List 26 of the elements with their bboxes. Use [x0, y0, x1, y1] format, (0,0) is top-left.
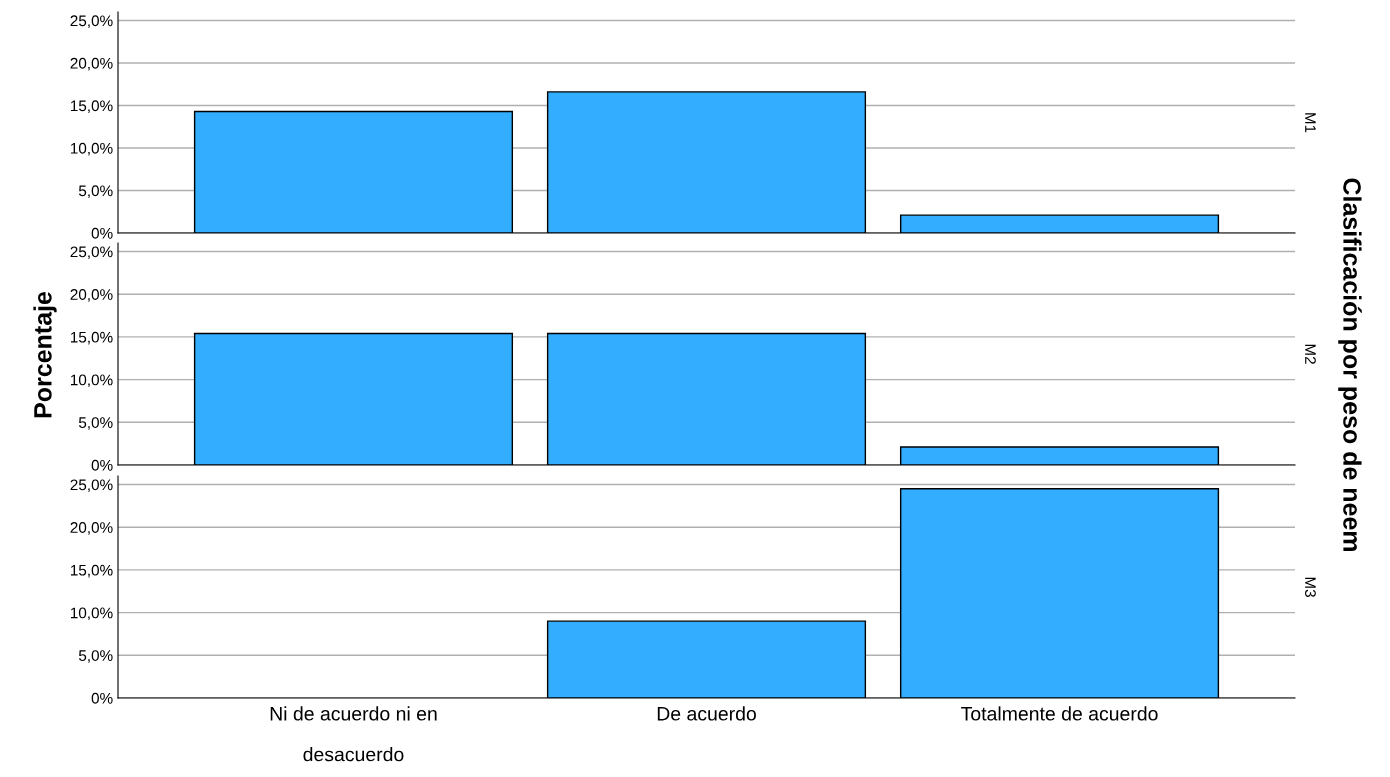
x-tick-label: De acuerdo [657, 706, 756, 721]
y-tick-label: 5,0% [78, 417, 113, 430]
y-tick-label: 10,0% [70, 607, 113, 621]
y-axis-title: Porcentaje [33, 291, 57, 418]
y-tick-label: 15,0% [70, 564, 113, 578]
y-tick-label: 25,0% [70, 246, 113, 260]
y-tick-label: 5,0% [78, 185, 113, 198]
y-tick-label: 20,0% [70, 57, 113, 71]
y-tick-label: 20,0% [70, 522, 113, 535]
y-tick-label: 10,0% [70, 142, 113, 156]
y-tick-label: 0% [91, 227, 113, 239]
y-tick-label: 20,0% [70, 289, 113, 302]
text: M1 [1305, 113, 1316, 133]
y-tick-label: 15,0% [70, 100, 113, 113]
y-tick-label: 15,0% [70, 331, 113, 345]
x-tick-label: Totalmente de acuerdo [961, 706, 1158, 721]
text: M3 [1305, 577, 1316, 597]
y2-axis-title: Clasificación por peso de neem [1338, 178, 1362, 552]
y-tick-label: 25,0% [70, 479, 113, 493]
y-tick-label: 25,0% [70, 15, 113, 28]
y-tick-label: 10,0% [70, 374, 113, 388]
y-tick-label: 0% [91, 459, 113, 471]
y-tick-label: 0% [91, 692, 113, 704]
y-tick-label: 5,0% [78, 650, 113, 663]
text: M2 [1305, 344, 1316, 364]
category-label: Ni de acuerdo ni en desacuerdo [270, 706, 437, 762]
